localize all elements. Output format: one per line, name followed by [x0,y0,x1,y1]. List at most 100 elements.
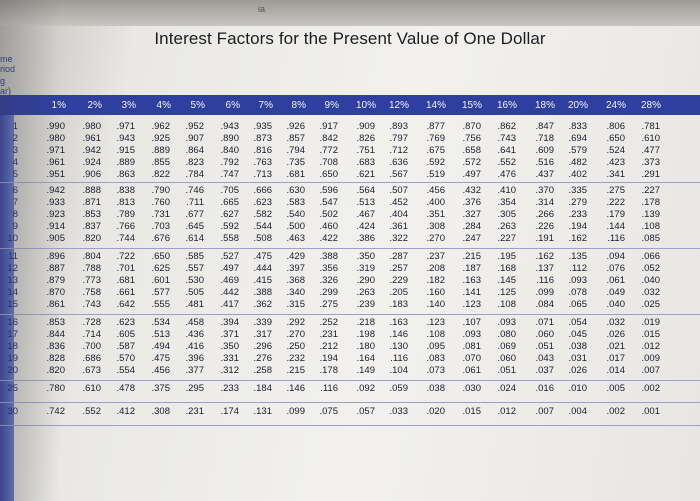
table-cell: .160 [426,287,446,298]
table-cell: .527 [220,251,240,262]
table-cell: .557 [185,263,205,274]
table-cell: .308 [151,406,171,417]
table-cell: .107 [462,317,482,328]
table-cell: .540 [286,209,306,220]
table-cell: .893 [389,121,409,132]
table-cell: .896 [46,251,66,262]
table-cell: .060 [535,329,555,340]
table-cell: .681 [116,275,136,286]
table-cell: .279 [568,197,588,208]
table-cell: .889 [116,157,136,168]
table-cell: .212 [319,341,339,352]
table-cell: .083 [426,353,446,364]
table-cell: .376 [462,197,482,208]
table-cell: .275 [606,185,626,196]
table-cell: .429 [286,251,306,262]
table-cell: .942 [82,145,102,156]
table-cell: .915 [116,145,136,156]
column-header: 18% [534,100,555,111]
group-divider [0,314,700,315]
table-cell: .951 [46,169,66,180]
column-header: 2% [87,100,102,111]
table-cell: .137 [535,263,555,274]
table-cell: .877 [426,121,446,132]
table-cell: .404 [389,209,409,220]
table-cell: .645 [185,221,205,232]
table-cell: .773 [82,275,102,286]
table-row: 11 .896 .804 .722 .650 .585 .527 .475 .429 .388 .3… [0,251,700,263]
table-cell: .123 [462,299,482,310]
table-cell: .081 [462,341,482,352]
table-cell: .051 [497,365,517,376]
table-cell: .442 [220,287,240,298]
table-cell: .751 [356,145,376,156]
table-cell: .558 [220,233,240,244]
table-cell: .227 [497,233,517,244]
table-cell: .847 [535,121,555,132]
table-cell: .703 [151,221,171,232]
group-divider [0,182,700,183]
table-cell: .582 [253,209,273,220]
table-cell: .813 [116,197,136,208]
period-number: 19 [7,353,18,364]
table-cell: .579 [568,145,588,156]
table-cell: .828 [46,353,66,364]
period-number: 14 [7,287,18,298]
table-cell: .555 [151,299,171,310]
table-cell: .164 [356,353,376,364]
table-cell: .412 [116,406,136,417]
table-cell: .040 [641,275,661,286]
period-number: 12 [7,263,18,274]
table-cell: .263 [356,287,376,298]
table-cell: .424 [356,221,376,232]
table-cell: .625 [151,263,171,274]
table-cell: .789 [116,209,136,220]
table-cell: .923 [46,209,66,220]
table-cell: .417 [220,299,240,310]
table-cell: .032 [641,287,661,298]
table-cell: .116 [536,275,554,286]
table-cell: .547 [319,197,339,208]
table-cell: .422 [319,233,339,244]
table-cell: .145 [497,275,517,286]
table-cell: .772 [319,145,339,156]
table-cell: .194 [319,353,339,364]
table-cell: .015 [462,406,482,417]
table-cell: .980 [82,121,102,132]
column-header: 8% [291,100,306,111]
table-cell: .002 [641,383,661,394]
table-cell: .888 [82,185,102,196]
table-cell: .844 [46,329,66,340]
table-cell: .038 [426,383,446,394]
table-cell: .469 [220,275,240,286]
table-cell: .182 [426,275,446,286]
table-cell: .705 [220,185,240,196]
table-cell: .208 [426,263,446,274]
table-cell: .030 [462,383,482,394]
table-cell: .135 [568,251,588,262]
column-header: 14% [425,100,446,111]
table-cell: .007 [535,406,555,417]
table-cell: .020 [426,406,446,417]
table-cell: .065 [568,299,588,310]
table-cell: .544 [253,221,273,232]
table-cell: .226 [535,221,555,232]
column-header: 15% [461,100,482,111]
column-header: 28% [640,100,661,111]
table-cell: .266 [535,209,555,220]
table-cell: .229 [389,275,409,286]
period-number: 10 [7,233,18,244]
table-cell: .926 [286,121,306,132]
table-cell: .370 [535,185,555,196]
table-cell: .605 [116,329,136,340]
table-cell: .179 [606,209,626,220]
table-cell: .051 [535,341,555,352]
table-cell: .583 [286,197,306,208]
table-cell: .139 [641,209,661,220]
table-cell: .857 [286,133,306,144]
table-cell: .162 [535,251,555,262]
table-cell: .853 [46,317,66,328]
group-divider [0,380,700,381]
table-cell: .178 [319,365,339,376]
table-cell: .012 [497,406,517,417]
